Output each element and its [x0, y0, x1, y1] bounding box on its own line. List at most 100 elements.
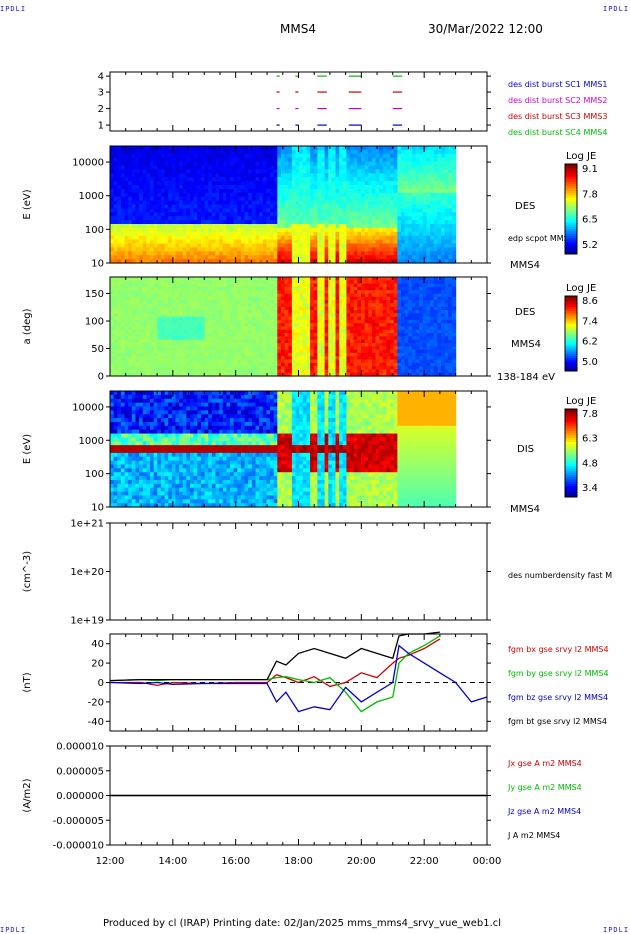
- spectrogram-cell: [142, 188, 147, 194]
- spectrogram-cell: [182, 343, 187, 347]
- spectrogram-cell: [401, 259, 406, 264]
- spectrogram-cell: [382, 251, 388, 256]
- spectrogram-cell: [284, 352, 289, 357]
- spectrogram-cell: [339, 239, 344, 245]
- spectrogram-cell: [139, 243, 144, 248]
- spectrogram-cell: [393, 255, 398, 260]
- corner-label-tl: IPDLI: [0, 5, 27, 13]
- spectrogram-cell: [150, 329, 155, 334]
- spectrogram-cell: [153, 339, 158, 344]
- spectrogram-cell: [255, 235, 260, 241]
- spectrogram-cell: [382, 153, 388, 159]
- spectrogram-cell: [390, 259, 395, 264]
- spectrogram-cell: [397, 181, 402, 186]
- spectrogram-cell: [353, 216, 358, 221]
- spectrogram-cell: [411, 247, 417, 252]
- spectrogram-cell: [397, 149, 402, 155]
- spectrogram-cell: [150, 192, 155, 198]
- spectrogram-cell: [117, 181, 122, 186]
- spectrogram-cell: [146, 277, 151, 281]
- spectrogram-cell: [288, 212, 293, 217]
- spectrogram-cell: [299, 283, 304, 288]
- spectrogram-cell: [419, 161, 424, 167]
- spectrogram-cell: [139, 247, 144, 252]
- spectrogram-cell: [353, 326, 358, 331]
- spectrogram-cell: [190, 310, 195, 314]
- spectrogram-cell: [211, 157, 217, 163]
- spectrogram-cell: [310, 196, 315, 202]
- spectrogram-cell: [237, 316, 242, 321]
- spectrogram-cell: [255, 157, 260, 163]
- spectrogram-cell: [200, 369, 206, 374]
- spectrogram-cell: [306, 157, 311, 163]
- spectrogram-cell: [320, 243, 326, 248]
- spectrogram-cell: [353, 300, 358, 304]
- spectrogram-cell: [335, 286, 340, 291]
- spectrogram-cell: [361, 369, 366, 374]
- spectrogram-cell: [157, 329, 162, 334]
- spectrogram-cell: [248, 227, 253, 233]
- spectrogram-cell: [251, 231, 257, 237]
- spectrogram-cell: [233, 235, 238, 241]
- spectrogram-cell: [408, 200, 413, 206]
- spectrogram-cell: [346, 303, 351, 308]
- spectrogram-cell: [346, 169, 351, 174]
- spectrogram-cell: [357, 313, 362, 318]
- spectrogram-cell: [193, 200, 198, 206]
- spectrogram-cell: [317, 326, 322, 331]
- spectrogram-cell: [222, 224, 228, 229]
- spectrogram-cell: [313, 369, 318, 374]
- spectrogram-cell: [284, 177, 289, 182]
- spectrogram-cell: [273, 372, 278, 377]
- spectrogram-cell: [441, 192, 446, 198]
- spectrogram-cell: [310, 343, 315, 347]
- spectrogram-cell: [222, 356, 228, 361]
- spectrogram-cell: [139, 220, 144, 225]
- spectrogram-cell: [262, 188, 268, 194]
- spectrogram-cell: [419, 181, 424, 186]
- spectrogram-cell: [324, 356, 329, 361]
- spectrogram-cell: [131, 313, 137, 318]
- spectrogram-cell: [259, 336, 264, 341]
- spectrogram-cell: [248, 333, 253, 337]
- spectrogram-cell: [215, 286, 220, 291]
- spectrogram-cell: [317, 372, 322, 377]
- spectrogram-cell: [182, 243, 187, 248]
- spectrogram-cell: [193, 204, 198, 209]
- spectrogram-cell: [226, 220, 231, 225]
- spectrogram-cell: [128, 255, 133, 260]
- spectrogram-cell: [357, 196, 362, 202]
- spectrogram-cell: [408, 196, 413, 202]
- spectrogram-cell: [262, 346, 268, 351]
- spectrogram-cell: [131, 290, 137, 295]
- spectrogram-cell: [179, 239, 184, 245]
- spectrogram-cell: [135, 153, 140, 159]
- spectrogram-cell: [291, 277, 297, 281]
- spectrogram-cell: [110, 204, 115, 209]
- spectrogram-cell: [175, 173, 180, 178]
- spectrogram-cell: [193, 149, 198, 155]
- spectrogram-cell: [415, 208, 420, 213]
- spectrogram-cell: [310, 369, 315, 374]
- spectrogram-cell: [266, 303, 271, 308]
- spectrogram-cell: [150, 173, 155, 178]
- spectrogram-cell: [339, 303, 344, 308]
- spectrogram-cell: [160, 293, 166, 298]
- spectrogram-cell: [368, 153, 373, 159]
- spectrogram-cell: [364, 352, 369, 357]
- spectrogram-cell: [364, 326, 369, 331]
- spectrogram-cell: [277, 310, 282, 314]
- spectrogram-cell: [113, 346, 118, 351]
- spectrogram-cell: [135, 181, 140, 186]
- spectrogram-cell: [371, 181, 377, 186]
- spectrogram-cell: [317, 224, 322, 229]
- spectrogram-cell: [371, 200, 377, 206]
- spectrogram-cell: [419, 208, 424, 213]
- spectrogram-cell: [251, 339, 257, 344]
- spectrogram-cell: [291, 326, 297, 331]
- spectrogram-cell: [139, 169, 144, 174]
- spectrogram-cell: [331, 359, 337, 364]
- spectrogram-cell: [368, 235, 373, 241]
- spectrogram-cell: [208, 185, 213, 190]
- spectrogram-cell: [328, 300, 333, 304]
